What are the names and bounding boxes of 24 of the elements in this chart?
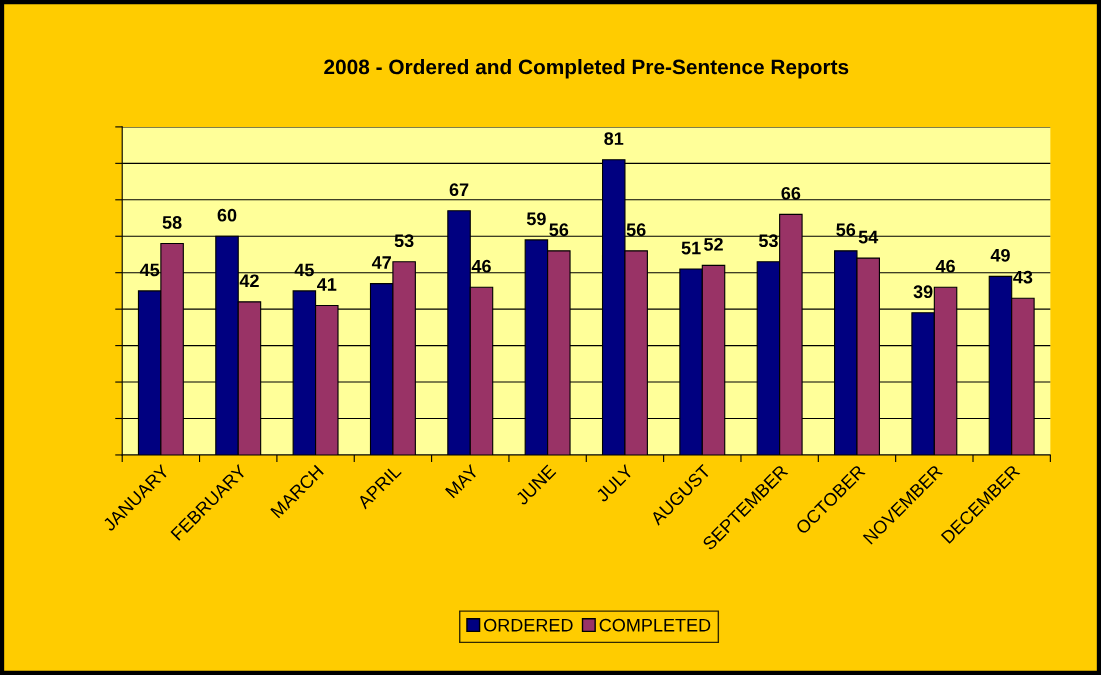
data-label: 39 [913, 285, 933, 299]
data-label: 67 [449, 183, 469, 197]
data-label: 56 [549, 223, 569, 237]
legend-label: COMPLETED [599, 618, 711, 632]
data-label: 46 [471, 259, 491, 273]
data-label: 53 [394, 234, 414, 248]
data-label: 52 [704, 237, 723, 251]
chart-title: 2008 - Ordered and Completed Pre-Sentence Reports [324, 59, 849, 79]
data-label: 53 [758, 234, 778, 248]
data-label: 59 [526, 212, 546, 226]
data-label: 41 [317, 278, 337, 291]
data-label: 51 [681, 241, 701, 255]
data-label: 47 [371, 256, 391, 269]
data-label: 56 [836, 223, 856, 237]
data-label: 58 [162, 216, 182, 229]
data-label: 66 [781, 186, 801, 200]
data-label: 60 [217, 208, 237, 222]
data-label: 46 [935, 259, 955, 273]
legend-label: ORDERED [484, 618, 573, 632]
data-label: 43 [1013, 270, 1033, 284]
data-label: 42 [239, 274, 259, 287]
data-label: 49 [990, 248, 1010, 262]
data-label: 81 [604, 132, 624, 146]
data-label: 56 [626, 223, 646, 237]
